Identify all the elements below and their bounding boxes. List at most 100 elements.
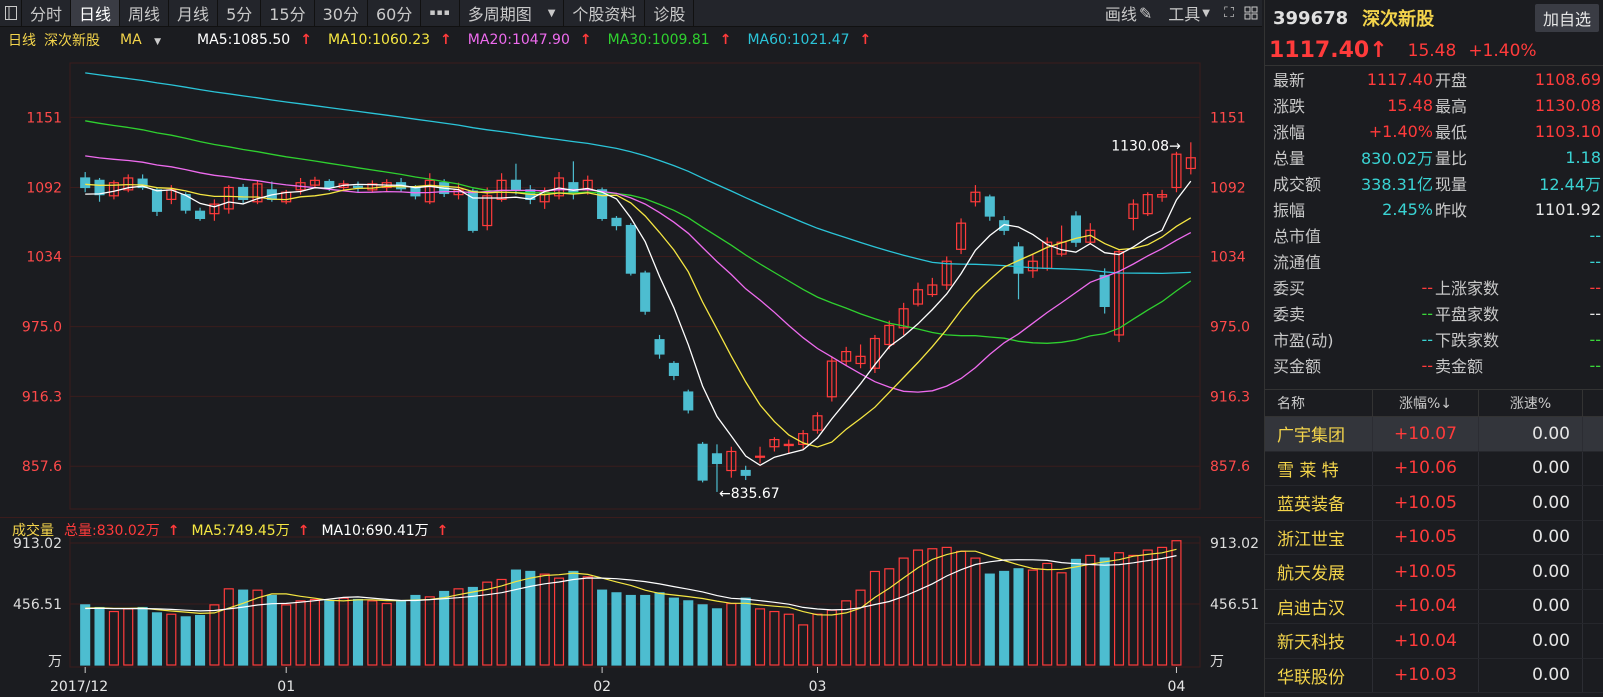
volume-bar (1070, 558, 1082, 666)
candle-body (209, 203, 220, 215)
low-mark: ←835.67 (719, 486, 780, 502)
ma10-line (85, 183, 1192, 448)
more-periods-button[interactable]: ▪▪▪ (421, 0, 460, 26)
multi-period-button[interactable]: 多周期图 ▼ (460, 0, 565, 26)
volume-bar (754, 608, 766, 666)
candle-body (568, 182, 579, 193)
last-price-text: 1117.40 (1269, 38, 1370, 63)
table-row[interactable]: 华联股份 +10.03 0.00 (1265, 658, 1603, 693)
ma30-text: MA30:1009.81 (607, 32, 710, 48)
tab-30min[interactable]: 30分 (315, 0, 368, 26)
quote-label: 开盘 (1435, 71, 1468, 90)
quote-label: 涨跌 (1273, 97, 1306, 116)
table-row[interactable]: 蓝英装备 +10.05 0.00 (1265, 486, 1603, 521)
quote-label: 流通值 (1273, 253, 1322, 272)
pencil-icon: ✎ (1138, 3, 1153, 23)
candle-body (970, 191, 981, 203)
candle-body (252, 183, 263, 203)
candle-body (1099, 274, 1110, 308)
kline-chart[interactable]: 1151 1151 1092 1092 1034 1034 975.0 975.0 916.3 9… (0, 53, 1262, 697)
volume-bar (510, 569, 522, 666)
candle-body (941, 260, 952, 286)
ma-legend: 日线 深次新股 MA ▼ MA5:1085.50 ↑ MA10:1060.23 ↑ … (0, 27, 1262, 53)
tab-5min[interactable]: 5分 (218, 0, 262, 26)
panel-toggle-icon[interactable] (0, 0, 22, 26)
vol-ma5-line (85, 548, 1177, 616)
candle-body (1027, 260, 1038, 272)
quote-label: 涨幅 (1273, 123, 1306, 142)
volume-bar (1027, 569, 1038, 666)
draw-line-button[interactable]: 画线 ✎ (1097, 0, 1160, 26)
stock-pct: +10.05 (1373, 555, 1479, 589)
candle-body (984, 196, 995, 217)
grid-icon[interactable] (1240, 0, 1262, 26)
volume-bar (826, 609, 837, 666)
candle-body (783, 443, 794, 447)
candle-body (137, 178, 148, 189)
table-row[interactable]: 航天发展 +10.05 0.00 (1265, 555, 1603, 590)
table-row[interactable]: 浙江世宝 +10.05 0.00 (1265, 520, 1603, 555)
quote-value: 1117.40 (1366, 69, 1433, 89)
quote-row: 买金额 -- 卖金额 -- (1265, 352, 1603, 378)
high-mark: 1130.08→ (1111, 138, 1181, 154)
quote-label: 总市值 (1273, 227, 1322, 246)
expand-icon[interactable]: ⛶ (1224, 5, 1234, 21)
x-tick-label: 2017/12 (50, 679, 108, 695)
tab-daily[interactable]: 日线 (71, 0, 121, 26)
quote-label: 委买 (1273, 279, 1306, 298)
col-pct[interactable]: 涨幅%↓ (1373, 390, 1479, 416)
tab-60min[interactable]: 60分 (368, 0, 422, 26)
ma30-line (85, 120, 1192, 344)
quote-value: 2.45% (1382, 199, 1433, 219)
volume-bar (1056, 572, 1067, 666)
volume-bar (1013, 568, 1024, 666)
stock-pct: +10.03 (1373, 658, 1479, 692)
quote-label: 上涨家数 (1435, 279, 1500, 298)
candle-body (927, 284, 938, 296)
candle-body (683, 391, 694, 411)
volume-bar (999, 570, 1010, 666)
diagnose-button[interactable]: 诊股 (645, 0, 695, 26)
indicator-select[interactable]: MA ▼ (120, 32, 169, 48)
multi-period-label: 多周期图 (467, 5, 532, 24)
quote-grid: 最新 1117.40 开盘 1108.69 涨跌 15.48 最高 1130.08 涨幅 +1.4… (1265, 66, 1603, 378)
tools-button[interactable]: 工具 ▼ (1160, 0, 1218, 26)
quote-value: -- (1589, 277, 1601, 297)
up-arrow-icon: ↑ (436, 522, 449, 539)
price-summary: 1117.40↑ 15.48 +1.40% (1265, 36, 1603, 66)
volume-bar (597, 589, 608, 666)
candle-body (668, 362, 679, 376)
quote-label: 卖金额 (1435, 357, 1484, 376)
tab-weekly[interactable]: 周线 (120, 0, 170, 26)
y-tick-right: 975.0 (1210, 320, 1250, 336)
tab-15min[interactable]: 15分 (261, 0, 315, 26)
volume-bar (1142, 549, 1153, 666)
col-name[interactable]: 名称 (1265, 390, 1373, 416)
tab-minute[interactable]: 分时 (22, 0, 72, 26)
stock-speed: 0.00 (1479, 555, 1583, 589)
table-row[interactable]: 雪 莱 特 +10.06 0.00 (1265, 451, 1603, 486)
candle-body (898, 308, 909, 329)
volume-bar (697, 604, 708, 666)
candle-body (597, 189, 608, 220)
volume-bar (726, 602, 737, 666)
stock-info-button[interactable]: 个股资料 (564, 0, 646, 26)
quote-row: 流通值 -- (1265, 248, 1603, 274)
candle-body (625, 224, 636, 274)
add-watchlist-button[interactable]: 加自选 (1535, 4, 1599, 32)
volume-bar (223, 588, 234, 666)
candle-body (1128, 203, 1139, 220)
col-speed[interactable]: 涨速% (1479, 390, 1583, 416)
table-row[interactable]: 启迪古汉 +10.04 0.00 (1265, 589, 1603, 624)
volume-bar (927, 548, 938, 666)
volume-bar (941, 546, 952, 666)
volume-bar (266, 594, 277, 666)
table-row[interactable]: 新天科技 +10.04 0.00 (1265, 624, 1603, 659)
table-row[interactable]: 广宇集团 +10.07 0.00 (1265, 417, 1603, 452)
volume-bar (798, 624, 809, 666)
stock-speed: 0.00 (1479, 589, 1583, 623)
volume-bar (654, 592, 665, 666)
index-title: 深次新股 (1362, 9, 1435, 30)
tab-monthly[interactable]: 月线 (169, 0, 219, 26)
quote-value: 1130.08 (1534, 95, 1601, 115)
